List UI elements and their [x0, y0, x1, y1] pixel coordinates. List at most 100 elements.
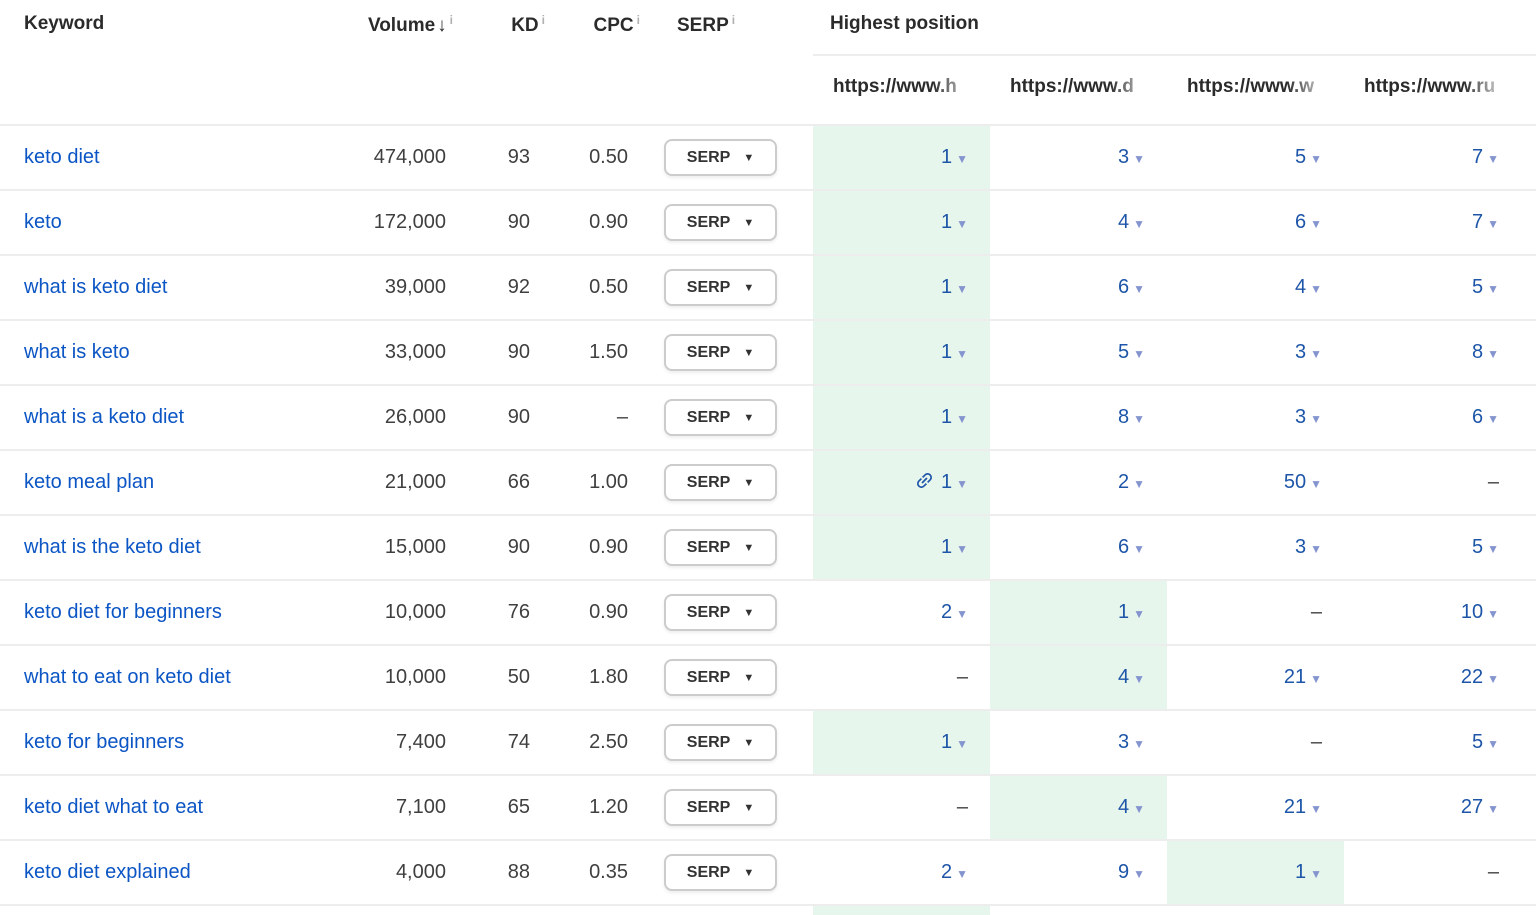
serp-button[interactable]: SERP ▼ [664, 529, 777, 566]
url-column-header: https://www.d [1010, 76, 1168, 102]
position-cell[interactable]: 4 ▼ [990, 646, 1167, 709]
keyword-link[interactable]: keto [24, 211, 62, 233]
position-cell[interactable]: 2 ▼ [813, 841, 990, 904]
position-caret-icon: ▼ [956, 867, 968, 881]
position-cell[interactable]: 6 ▼ [1167, 191, 1344, 254]
info-icon[interactable]: i [541, 13, 545, 27]
position-cell[interactable]: 4 ▼ [990, 191, 1167, 254]
position-caret-icon: ▼ [956, 737, 968, 751]
position-cell[interactable]: 9 ▼ [990, 841, 1167, 904]
position-number: 1 [940, 341, 953, 363]
position-cell[interactable]: 21 ▼ [1167, 646, 1344, 709]
position-cell[interactable]: 1 ▼ [813, 386, 990, 449]
cpc-cell: 1.20 [589, 796, 628, 818]
position-cell[interactable]: 7 ▼ [1344, 191, 1521, 254]
position-number: 5 [1471, 276, 1484, 298]
position-cell[interactable]: 8 ▼ [1344, 321, 1521, 384]
position-cell[interactable]: 3 ▼ [990, 126, 1167, 189]
no-position-dash: – [1487, 471, 1499, 493]
info-icon[interactable]: i [636, 13, 640, 27]
position-cell[interactable]: 5 ▼ [1344, 711, 1521, 774]
keyword-link[interactable]: keto diet explained [24, 861, 191, 883]
serp-button[interactable]: SERP ▼ [664, 854, 777, 891]
position-cell[interactable]: 1 ▼ [813, 516, 990, 579]
link-icon[interactable] [910, 466, 940, 496]
dropdown-caret-icon: ▼ [743, 476, 755, 489]
info-icon[interactable]: i [449, 13, 453, 27]
serp-button[interactable]: SERP ▼ [664, 269, 777, 306]
position-cell[interactable]: 4 ▼ [990, 776, 1167, 839]
serp-button-label: SERP [686, 408, 731, 426]
position-number: 7 [1471, 211, 1484, 233]
column-header-volume[interactable]: Volume ↓ i [290, 13, 453, 37]
position-number: 5 [1117, 341, 1130, 363]
serp-button[interactable]: SERP ▼ [664, 139, 777, 176]
serp-button[interactable]: SERP ▼ [664, 204, 777, 241]
position-cell[interactable]: 22 ▼ [1344, 646, 1521, 709]
url-column-header: https://www.w [1187, 76, 1345, 102]
keyword-link[interactable]: what to eat on keto diet [24, 666, 231, 688]
position-cell[interactable]: 4 ▼ [1167, 256, 1344, 319]
position-cell[interactable]: 1 ▼ [1167, 841, 1344, 904]
serp-button[interactable]: SERP ▼ [664, 399, 777, 436]
position-number: 1 [1294, 861, 1307, 883]
position-cell[interactable]: 6 ▼ [990, 516, 1167, 579]
cpc-cell: 0.90 [589, 601, 628, 623]
position-cell[interactable]: 1 ▼ [990, 581, 1167, 644]
position-cell[interactable]: 2 ▼ [990, 451, 1167, 514]
keyword-link[interactable]: what is a keto diet [24, 406, 185, 428]
column-header-cpc: CPC i [560, 13, 640, 37]
position-cell[interactable]: 5 ▼ [1167, 126, 1344, 189]
position-cell[interactable]: 1 ▼ [813, 711, 990, 774]
volume-cell: 15,000 [384, 536, 446, 558]
keyword-link[interactable]: what is the keto diet [24, 536, 201, 558]
position-cell[interactable]: 5 ▼ [990, 321, 1167, 384]
keyword-link[interactable]: keto diet what to eat [24, 796, 204, 818]
position-number: 4 [1117, 796, 1130, 818]
position-cell[interactable]: 8 ▼ [990, 386, 1167, 449]
position-cell[interactable]: 50 ▼ [1167, 451, 1344, 514]
position-cell[interactable]: 1 ▼ [813, 191, 990, 254]
serp-button[interactable]: SERP ▼ [664, 464, 777, 501]
position-caret-icon: ▼ [1487, 347, 1499, 361]
position-cell[interactable]: 3 ▼ [1167, 321, 1344, 384]
position-cell[interactable]: 10 ▼ [1344, 581, 1521, 644]
position-cell[interactable]: 3 ▼ [1167, 516, 1344, 579]
keyword-link[interactable]: keto diet [24, 146, 100, 168]
keyword-link[interactable]: what is keto diet [24, 276, 168, 298]
keyword-link[interactable]: keto meal plan [24, 471, 155, 493]
dropdown-caret-icon: ▼ [743, 606, 755, 619]
position-cell[interactable]: 5 ▼ [1344, 516, 1521, 579]
keyword-link[interactable]: keto for beginners [24, 731, 185, 753]
dropdown-caret-icon: ▼ [743, 541, 755, 554]
position-cell[interactable]: 3 ▼ [990, 711, 1167, 774]
position-cell[interactable]: 7 ▼ [1344, 126, 1521, 189]
position-cell[interactable]: 1 ▼ [813, 321, 990, 384]
position-caret-icon: ▼ [956, 282, 968, 296]
position-caret-icon: ▼ [1133, 672, 1145, 686]
position-cell[interactable]: 1 ▼ [813, 451, 990, 514]
position-cell[interactable]: 3 ▼ [1167, 386, 1344, 449]
dropdown-caret-icon: ▼ [743, 411, 755, 424]
position-cell[interactable]: 2 ▼ [813, 581, 990, 644]
position-caret-icon: ▼ [1487, 217, 1499, 231]
position-cell[interactable]: 6 ▼ [1344, 386, 1521, 449]
serp-button[interactable]: SERP ▼ [664, 594, 777, 631]
serp-button[interactable]: SERP ▼ [664, 334, 777, 371]
position-caret-icon: ▼ [1487, 607, 1499, 621]
serp-button[interactable]: SERP ▼ [664, 659, 777, 696]
position-cell[interactable]: 5 ▼ [1344, 256, 1521, 319]
position-cell[interactable]: 6 ▼ [990, 256, 1167, 319]
position-cell[interactable]: 27 ▼ [1344, 776, 1521, 839]
keyword-link[interactable]: keto diet for beginners [24, 601, 222, 623]
info-icon[interactable]: i [731, 13, 736, 27]
serp-button[interactable]: SERP ▼ [664, 789, 777, 826]
position-cell[interactable]: 21 ▼ [1167, 776, 1344, 839]
position-caret-icon: ▼ [956, 412, 968, 426]
keyword-link[interactable]: what is keto [24, 341, 130, 363]
column-header-keyword: Keyword [24, 13, 105, 34]
position-cell[interactable]: 1 ▼ [813, 126, 990, 189]
position-cell [813, 906, 990, 915]
serp-button[interactable]: SERP ▼ [664, 724, 777, 761]
position-cell[interactable]: 1 ▼ [813, 256, 990, 319]
